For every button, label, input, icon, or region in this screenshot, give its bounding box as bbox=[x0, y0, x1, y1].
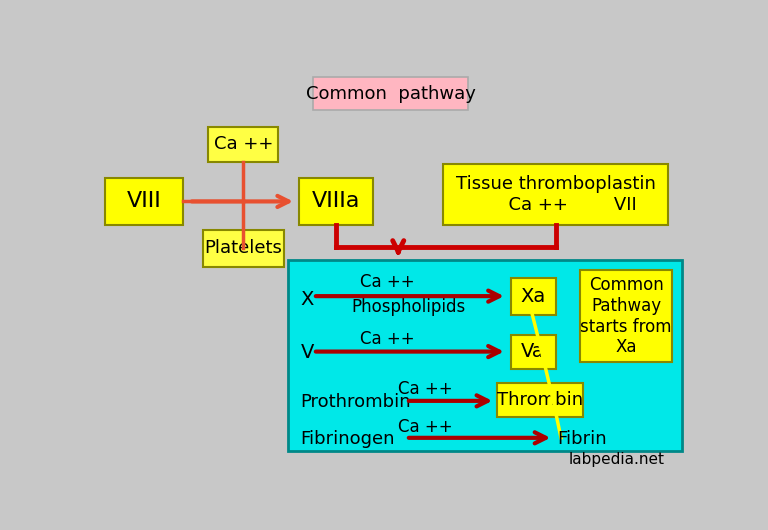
Bar bbox=[288, 260, 682, 451]
Bar bbox=[208, 127, 278, 162]
Text: Xa: Xa bbox=[521, 287, 546, 306]
Text: VIII: VIII bbox=[127, 191, 161, 211]
Bar bbox=[105, 178, 183, 225]
Text: V: V bbox=[300, 343, 314, 362]
Bar bbox=[203, 230, 283, 267]
Text: X: X bbox=[300, 290, 314, 308]
Text: Ca ++: Ca ++ bbox=[359, 330, 414, 348]
Bar bbox=[313, 77, 468, 110]
Bar bbox=[498, 383, 583, 417]
Text: Thrombin: Thrombin bbox=[497, 391, 583, 409]
Bar bbox=[511, 334, 555, 368]
Bar bbox=[299, 178, 373, 225]
Text: Fibrin: Fibrin bbox=[557, 430, 607, 448]
Bar bbox=[581, 270, 672, 363]
Bar bbox=[443, 164, 668, 225]
Text: Fibrinogen: Fibrinogen bbox=[300, 430, 395, 448]
Text: Common  pathway: Common pathway bbox=[306, 85, 475, 103]
Bar bbox=[511, 278, 555, 315]
Text: VIIIa: VIIIa bbox=[312, 191, 360, 211]
Text: Ca ++: Ca ++ bbox=[214, 136, 273, 154]
Text: Phospholipids: Phospholipids bbox=[352, 298, 466, 316]
Text: Ca ++: Ca ++ bbox=[359, 273, 414, 292]
Text: Platelets: Platelets bbox=[204, 240, 282, 258]
Text: Common
Pathway
starts from
Xa: Common Pathway starts from Xa bbox=[581, 276, 672, 356]
Text: Ca ++: Ca ++ bbox=[399, 418, 453, 436]
Text: Va: Va bbox=[521, 342, 545, 361]
Text: Ca ++: Ca ++ bbox=[399, 379, 453, 398]
Text: Prothrombin: Prothrombin bbox=[300, 393, 411, 411]
Text: Tissue thromboplastin
      Ca ++        VII: Tissue thromboplastin Ca ++ VII bbox=[455, 175, 656, 214]
Text: labpedia.net: labpedia.net bbox=[569, 452, 665, 467]
